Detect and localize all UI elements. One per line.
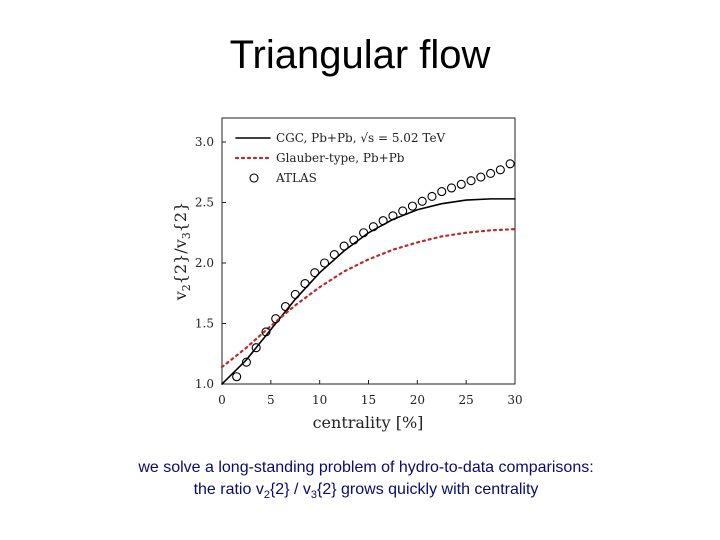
x-tick-label: 5	[267, 393, 275, 407]
series-line	[220, 228, 517, 369]
series-line	[221, 198, 516, 385]
data-point	[261, 327, 271, 337]
data-point	[280, 302, 291, 312]
data-point	[359, 228, 369, 238]
data-point	[349, 235, 359, 245]
caption-sub: 3	[311, 489, 317, 501]
caption-part: {2} / v	[270, 481, 311, 498]
y-label-part: {2}/v	[171, 239, 190, 284]
x-tick-label: 20	[410, 393, 425, 407]
y-label-sub: 3	[180, 232, 193, 239]
x-tick-label: 0	[218, 393, 226, 407]
caption-part: the ratio v	[194, 481, 264, 498]
data-point	[378, 216, 388, 226]
data-point	[290, 289, 300, 300]
caption-line: we solve a long-standing problem of hydr…	[137, 459, 593, 476]
data-point	[398, 206, 408, 216]
data-point	[417, 196, 427, 206]
data-point	[232, 372, 242, 382]
data-point	[339, 241, 349, 251]
data-point	[300, 279, 310, 289]
data-point	[486, 168, 496, 179]
data-point	[368, 222, 378, 232]
legend-marker	[249, 173, 259, 183]
data-point	[495, 165, 505, 175]
data-point	[251, 343, 261, 353]
data-point	[456, 179, 466, 189]
y-label-sub: 2	[180, 284, 193, 291]
data-point	[505, 159, 515, 169]
data-point	[319, 258, 330, 268]
data-point	[329, 249, 339, 260]
caption-sub: 2	[264, 489, 270, 501]
y-label-part: v	[171, 291, 190, 301]
data-point	[446, 183, 457, 193]
y-label-part: {2}	[171, 202, 190, 233]
x-tick-label: 10	[312, 393, 327, 407]
caption-line: the ratio v2{2} / v3{2} grows quickly wi…	[194, 481, 539, 501]
caption-part: {2} grows quickly with centrality	[317, 481, 538, 498]
y-axis-label: v2{2}/v3{2}	[171, 202, 193, 302]
data-point	[427, 191, 437, 201]
data-point	[310, 268, 320, 278]
data-point	[241, 357, 251, 367]
y-tick-label: 2.0	[195, 256, 214, 270]
y-tick-label: 2.5	[195, 196, 214, 210]
data-point	[466, 176, 476, 186]
x-tick-label: 25	[459, 393, 474, 407]
data-point	[476, 172, 486, 182]
y-tick-label: 1.0	[195, 377, 214, 391]
data-point	[407, 201, 418, 211]
x-axis-label: centrality [%]	[313, 413, 424, 432]
legend-label: CGC, Pb+Pb, √s = 5.02 TeV	[276, 131, 446, 145]
y-tick-label: 1.5	[195, 317, 214, 331]
data-point	[437, 187, 447, 197]
x-tick-label: 15	[361, 393, 376, 407]
legend-label: Glauber-type, Pb+Pb	[276, 151, 405, 165]
x-tick-label: 30	[507, 393, 522, 407]
slide-title: Triangular flow	[230, 33, 491, 77]
data-point	[271, 314, 281, 324]
y-tick-label: 3.0	[195, 135, 214, 149]
legend-label: ATLAS	[275, 171, 317, 185]
data-point	[388, 211, 398, 221]
